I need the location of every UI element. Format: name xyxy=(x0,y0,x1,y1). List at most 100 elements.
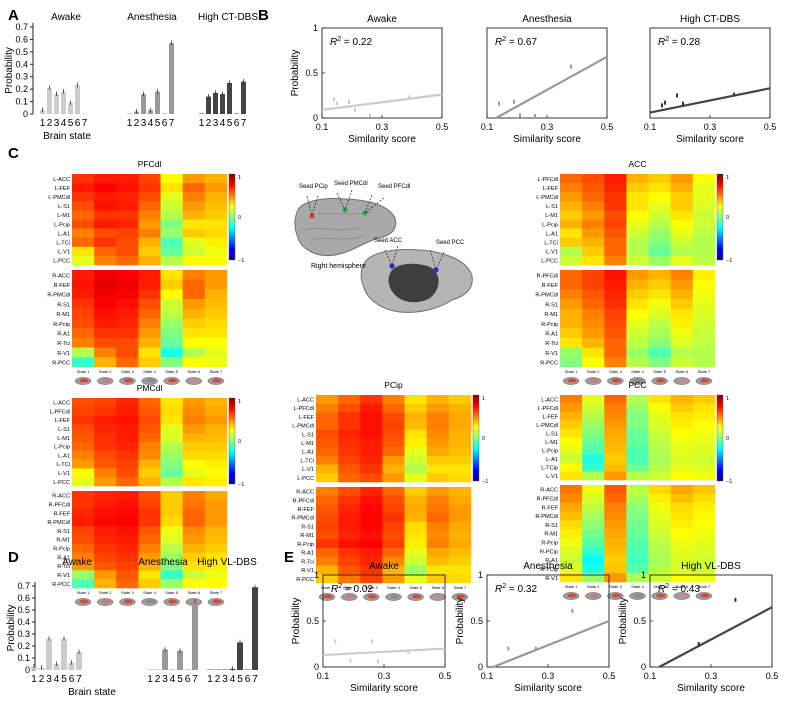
heatmap-cell xyxy=(316,395,339,404)
heatmap-row-label: L-A1 xyxy=(58,453,70,459)
data-point xyxy=(336,101,338,106)
heatmap-cell xyxy=(138,450,161,460)
heatmap-cell xyxy=(316,556,339,566)
heatmap-cell xyxy=(204,552,228,562)
heatmap-cell xyxy=(382,403,405,413)
heatmap-cell xyxy=(448,574,472,584)
colorbar-mid-label: 0 xyxy=(238,215,241,221)
heatmap-cell xyxy=(72,459,95,469)
heatmap-row-label: L-PCC xyxy=(53,480,70,486)
heatmap-cell xyxy=(116,328,139,339)
heatmap-cell xyxy=(94,517,117,527)
heatmap-cell xyxy=(72,219,95,229)
bar xyxy=(177,650,183,670)
brain-thumbnail-highlight xyxy=(367,594,377,599)
bar xyxy=(162,113,167,114)
heatmap-row-label: L-S1 xyxy=(58,204,70,210)
heatmap-row-label: R-FEF xyxy=(298,507,315,513)
heatmap-cell xyxy=(626,299,649,310)
data-point xyxy=(570,64,572,69)
state-label: State 4 xyxy=(387,585,400,590)
heatmap-cell xyxy=(382,438,405,448)
r-squared-symbol: R xyxy=(658,37,665,48)
heatmap-cell xyxy=(404,421,428,431)
heatmap-cell xyxy=(404,548,428,558)
heatmap-cell xyxy=(692,347,716,358)
heatmap-row-label: L-M1 xyxy=(545,213,558,219)
heatmap-cell xyxy=(692,308,716,319)
bar xyxy=(199,113,204,114)
x-tick-label: 6 xyxy=(245,674,251,685)
heatmap-cell xyxy=(116,237,139,248)
bar xyxy=(252,587,258,670)
heatmap-row-label: L-M1 xyxy=(57,213,70,219)
colorbar xyxy=(716,394,724,482)
heatmap-cell xyxy=(94,228,117,238)
heatmap-cell xyxy=(204,255,228,266)
brain-thumbnail-highlight xyxy=(700,593,710,598)
x-tick-label: 4 xyxy=(54,674,60,685)
heatmap-cell xyxy=(338,455,361,465)
heatmap-cell xyxy=(138,201,161,211)
heatmap-cell xyxy=(72,468,95,478)
state-label: State 7 xyxy=(210,369,223,374)
heatmap-cell xyxy=(182,347,206,358)
heatmap-cell xyxy=(604,228,627,238)
heatmap-cell xyxy=(382,513,405,523)
x-tick-label: 7 xyxy=(241,118,247,129)
heatmap-cell xyxy=(560,192,583,202)
heatmap-cell xyxy=(160,543,184,554)
brain-thumbnail-highlight xyxy=(168,378,178,383)
r-squared-exponent: 2 xyxy=(337,36,341,43)
heatmap-row-label: R-ACC xyxy=(296,490,314,496)
heatmap-cell xyxy=(94,308,117,319)
heatmap-cell xyxy=(382,455,405,465)
state-label: State 5 xyxy=(653,584,666,589)
heatmap-cell xyxy=(182,246,206,257)
heatmap-cell xyxy=(692,318,716,329)
heatmap-cell xyxy=(94,450,117,460)
heatmap-cell xyxy=(72,442,95,452)
heatmap-cell xyxy=(582,573,605,583)
brain-thumbnail-highlight xyxy=(678,593,688,598)
heatmap-cell xyxy=(316,429,339,439)
heatmap-cell xyxy=(582,337,605,348)
heatmap-cell xyxy=(382,556,405,566)
heatmap-cell xyxy=(670,395,694,404)
heatmap-cell xyxy=(560,347,583,358)
heatmap-cell xyxy=(648,201,672,211)
heatmap-cell xyxy=(382,530,405,540)
heatmap-cell xyxy=(382,487,405,497)
heatmap-row-label: L-PCC xyxy=(541,259,558,265)
heatmap-cell xyxy=(360,464,383,474)
heatmap-cell xyxy=(160,477,184,487)
heatmap-row-label: R-FEF xyxy=(54,511,71,517)
heatmap-row-label: R-ACC xyxy=(540,488,558,494)
heatmap-cell xyxy=(382,495,405,505)
heatmap-cell xyxy=(204,192,228,202)
brain-thumbnail-highlight xyxy=(567,593,577,598)
heatmap-cell xyxy=(72,183,95,193)
heatmap-cell xyxy=(138,526,161,536)
heatmap-cell xyxy=(72,228,95,238)
colorbar-mid-label: 0 xyxy=(726,436,729,442)
seed-callout-lines xyxy=(306,189,445,271)
heatmap-cell xyxy=(182,499,206,509)
heatmap-cell xyxy=(160,337,184,348)
bar xyxy=(154,669,161,670)
heatmap-cell xyxy=(204,406,228,416)
brain-thumbnail-highlight xyxy=(656,593,666,598)
heatmap-cell xyxy=(138,289,161,300)
state-label: State 7 xyxy=(698,369,711,374)
heatmap-cell xyxy=(626,228,649,238)
data-point xyxy=(369,113,371,118)
heatmap-cell xyxy=(582,347,605,358)
y-axis-label: Probability xyxy=(291,598,302,645)
heatmap-row-label: L-PCC xyxy=(297,476,314,482)
heatmap-cell xyxy=(692,228,716,238)
heatmap-cell xyxy=(116,561,139,571)
heatmap-cell xyxy=(94,570,117,580)
bar xyxy=(214,669,221,670)
x-tick-label: 3 xyxy=(213,118,219,129)
heatmap-cell xyxy=(360,521,383,531)
